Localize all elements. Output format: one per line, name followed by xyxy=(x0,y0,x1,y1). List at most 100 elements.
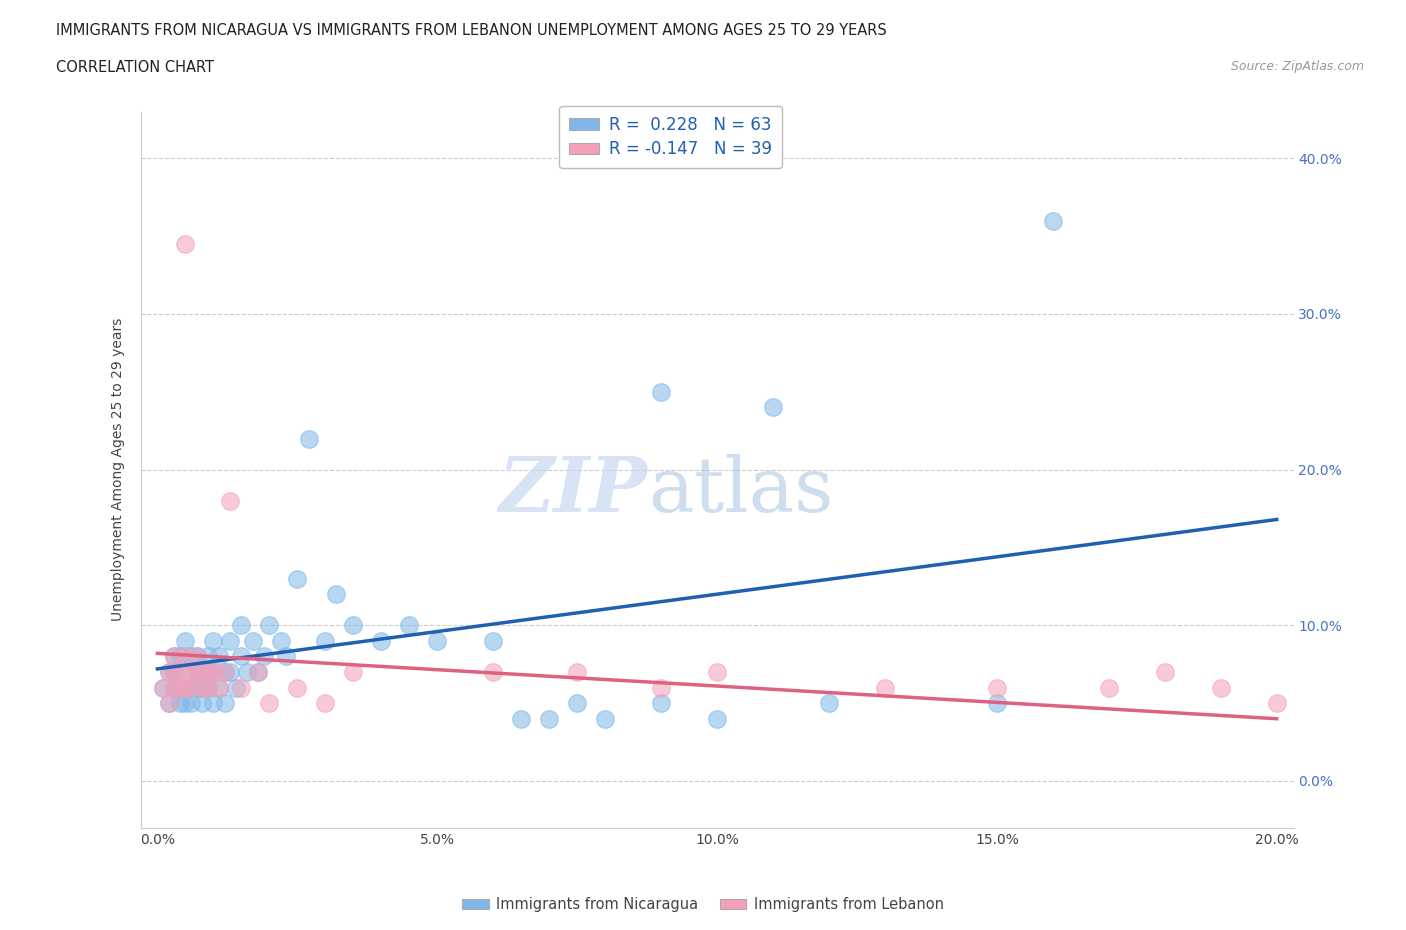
Point xyxy=(197,665,219,680)
Point xyxy=(152,680,174,695)
Point xyxy=(174,236,197,251)
Point xyxy=(986,680,1008,695)
Point xyxy=(208,649,231,664)
Point xyxy=(370,633,392,648)
Point xyxy=(342,665,364,680)
Point xyxy=(191,696,214,711)
Point xyxy=(426,633,449,648)
Point xyxy=(1265,696,1288,711)
Point xyxy=(202,696,225,711)
Point xyxy=(325,587,347,602)
Point xyxy=(197,649,219,664)
Point xyxy=(650,696,672,711)
Point xyxy=(259,618,281,632)
Point xyxy=(1153,665,1175,680)
Point xyxy=(174,665,197,680)
Point xyxy=(297,432,319,446)
Point xyxy=(482,633,505,648)
Point xyxy=(538,711,561,726)
Point xyxy=(314,696,336,711)
Point xyxy=(157,696,180,711)
Point xyxy=(706,711,728,726)
Point xyxy=(174,633,197,648)
Point xyxy=(174,696,197,711)
Point xyxy=(650,680,672,695)
Point xyxy=(1098,680,1121,695)
Point xyxy=(818,696,841,711)
Point xyxy=(225,680,247,695)
Point xyxy=(157,665,180,680)
Point xyxy=(186,649,208,664)
Point xyxy=(202,633,225,648)
Point xyxy=(219,493,242,508)
Point xyxy=(219,633,242,648)
Point xyxy=(186,665,208,680)
Point xyxy=(163,665,186,680)
Point xyxy=(219,665,242,680)
Point xyxy=(191,665,214,680)
Point xyxy=(191,680,214,695)
Point xyxy=(186,680,208,695)
Point xyxy=(202,665,225,680)
Y-axis label: Unemployment Among Ages 25 to 29 years: Unemployment Among Ages 25 to 29 years xyxy=(111,318,125,621)
Point xyxy=(242,633,264,648)
Text: Source: ZipAtlas.com: Source: ZipAtlas.com xyxy=(1230,60,1364,73)
Point xyxy=(163,665,186,680)
Point xyxy=(231,680,253,695)
Point xyxy=(169,649,191,664)
Point xyxy=(565,665,588,680)
Point xyxy=(259,696,281,711)
Point xyxy=(253,649,276,664)
Point xyxy=(231,618,253,632)
Point xyxy=(247,665,270,680)
Point xyxy=(169,680,191,695)
Legend: Immigrants from Nicaragua, Immigrants from Lebanon: Immigrants from Nicaragua, Immigrants fr… xyxy=(457,891,949,918)
Point xyxy=(231,649,253,664)
Point xyxy=(247,665,270,680)
Point xyxy=(650,384,672,399)
Point xyxy=(191,665,214,680)
Point xyxy=(186,665,208,680)
Point xyxy=(706,665,728,680)
Point xyxy=(593,711,616,726)
Point xyxy=(285,680,308,695)
Point xyxy=(180,696,202,711)
Point xyxy=(510,711,533,726)
Point xyxy=(1042,213,1064,228)
Point xyxy=(202,665,225,680)
Point xyxy=(169,665,191,680)
Point xyxy=(873,680,896,695)
Text: IMMIGRANTS FROM NICARAGUA VS IMMIGRANTS FROM LEBANON UNEMPLOYMENT AMONG AGES 25 : IMMIGRANTS FROM NICARAGUA VS IMMIGRANTS … xyxy=(56,23,887,38)
Point xyxy=(169,680,191,695)
Text: ZIP: ZIP xyxy=(499,454,648,528)
Point xyxy=(342,618,364,632)
Point xyxy=(157,696,180,711)
Point xyxy=(163,649,186,664)
Point xyxy=(270,633,292,648)
Point xyxy=(236,665,259,680)
Point xyxy=(1209,680,1232,695)
Point xyxy=(208,680,231,695)
Point xyxy=(482,665,505,680)
Point xyxy=(202,665,225,680)
Point xyxy=(174,680,197,695)
Point xyxy=(186,649,208,664)
Point xyxy=(214,665,236,680)
Text: atlas: atlas xyxy=(648,454,834,528)
Point xyxy=(163,649,186,664)
Point xyxy=(285,571,308,586)
Point xyxy=(274,649,297,664)
Point xyxy=(208,680,231,695)
Point xyxy=(762,400,785,415)
Point xyxy=(180,665,202,680)
Point xyxy=(191,680,214,695)
Point xyxy=(197,680,219,695)
Point xyxy=(180,649,202,664)
Point xyxy=(152,680,174,695)
Point xyxy=(986,696,1008,711)
Legend: R =  0.228   N = 63, R = -0.147   N = 39: R = 0.228 N = 63, R = -0.147 N = 39 xyxy=(560,106,783,168)
Point xyxy=(180,680,202,695)
Point xyxy=(169,696,191,711)
Point xyxy=(163,680,186,695)
Point xyxy=(214,665,236,680)
